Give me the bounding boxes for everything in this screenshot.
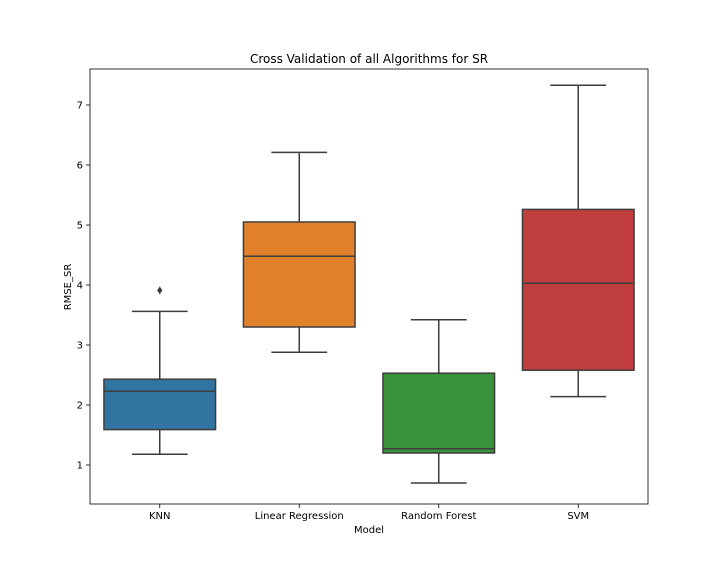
y-tick-label: 1 — [77, 461, 83, 472]
axes-frame — [89, 68, 649, 505]
y-tick-label: 6 — [77, 161, 83, 172]
x-tick-label-random-forest: Random Forest — [401, 511, 476, 522]
y-tick-label: 2 — [77, 401, 83, 412]
x-tick-label-knn: KNN — [149, 511, 171, 522]
y-tick-label: 5 — [77, 221, 83, 232]
y-tick-label: 7 — [77, 101, 83, 112]
y-tick-label: 3 — [77, 341, 83, 352]
x-tick-label-svm: SVM — [567, 511, 589, 522]
plot-area: 1 2 3 4 5 6 7 KNN Linear Regression Random Forest… — [77, 84, 635, 522]
chart-title: Cross Validation of all Algorithms for S… — [250, 52, 488, 66]
y-axis-label: RMSE_SR — [63, 264, 74, 311]
box-svm — [521, 208, 635, 371]
box-linear-regression — [242, 221, 356, 328]
outlier-point-knn — [157, 286, 163, 295]
x-axis-label: Model — [354, 525, 384, 536]
box-random-forest — [382, 372, 496, 454]
y-tick-label: 4 — [77, 281, 83, 292]
box-knn — [103, 378, 217, 431]
x-tick-label-linear-regression: Linear Regression — [255, 511, 344, 522]
